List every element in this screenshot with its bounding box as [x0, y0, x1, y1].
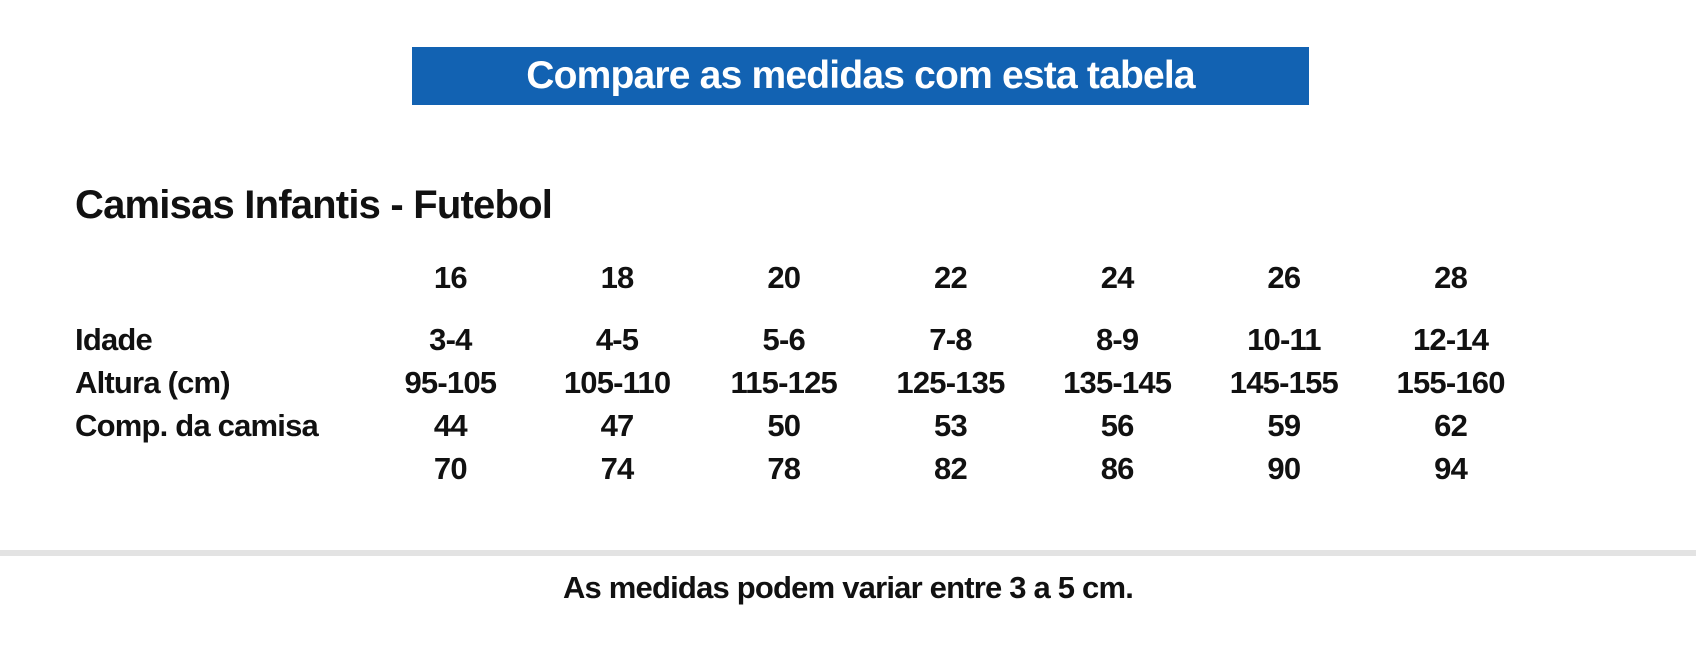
banner-title: Compare as medidas com esta tabela — [526, 54, 1195, 97]
size-column-header: 26 — [1267, 260, 1301, 295]
row-label: Altura (cm) — [75, 364, 231, 400]
size-chart-section: Camisas Infantis - Futebol 16 18 20 22 24 26 2… — [75, 183, 1534, 490]
size-cell: 59 — [1267, 407, 1301, 443]
size-cell: 155-160 — [1396, 364, 1506, 400]
size-cell: 53 — [934, 407, 968, 443]
size-table: 16 18 20 22 24 26 28 Idade 3-4 4-5 5-6 7-8 8-9 10-11… — [75, 254, 1534, 490]
table-row: Altura (cm) 95-105 105-110 115-125 125-135 13… — [75, 361, 1534, 404]
table-row: 70 74 78 82 86 90 94 — [75, 447, 1534, 490]
size-cell: 115-125 — [730, 364, 838, 400]
size-cell: 50 — [767, 407, 801, 443]
size-cell: 4-5 — [595, 321, 639, 357]
size-cell: 74 — [600, 450, 635, 486]
footer-note: As medidas podem variar entre 3 a 5 cm. — [562, 570, 1134, 605]
size-cell: 44 — [433, 407, 468, 443]
size-column-header: 22 — [934, 260, 968, 295]
size-guide-banner: Compare as medidas com esta tabela — [412, 47, 1309, 105]
row-label: Comp. da camisa — [75, 407, 319, 443]
size-cell: 94 — [1434, 450, 1468, 486]
size-cell: 86 — [1100, 450, 1135, 486]
size-cell: 8-9 — [1095, 321, 1139, 357]
size-cell: 145-155 — [1229, 364, 1339, 400]
size-column-header: 18 — [600, 260, 635, 295]
size-cell: 125-135 — [896, 364, 1005, 400]
divider-line — [0, 550, 1696, 556]
size-column-header: 24 — [1100, 260, 1135, 295]
section-title: Camisas Infantis - Futebol — [75, 183, 553, 227]
row-label: Idade — [75, 321, 153, 357]
size-cell: 12-14 — [1412, 321, 1489, 357]
row-label-header — [75, 254, 367, 318]
size-cell: 47 — [600, 407, 635, 443]
size-column-header: 20 — [767, 260, 801, 295]
size-cell: 56 — [1100, 407, 1135, 443]
size-cell: 78 — [767, 450, 801, 486]
size-cell: 5-6 — [762, 321, 806, 357]
size-cell: 70 — [433, 450, 468, 486]
size-cell: 62 — [1434, 407, 1468, 443]
size-cell: 10-11 — [1247, 321, 1321, 357]
size-cell: 3-4 — [429, 321, 472, 357]
size-column-header: 16 — [433, 260, 468, 295]
size-cell: 105-110 — [563, 364, 671, 400]
table-row: Idade 3-4 4-5 5-6 7-8 8-9 10-11 12-14 — [75, 318, 1534, 361]
size-column-header: 28 — [1434, 260, 1468, 295]
size-cell: 82 — [934, 450, 968, 486]
size-cell: 90 — [1267, 450, 1301, 486]
size-cell: 7-8 — [929, 321, 972, 357]
size-header-row: 16 18 20 22 24 26 28 — [75, 254, 1534, 318]
size-cell: 135-145 — [1063, 364, 1172, 400]
table-row: Comp. da camisa 44 47 50 53 56 59 62 — [75, 404, 1534, 447]
row-label — [75, 447, 367, 490]
size-cell: 95-105 — [404, 364, 497, 400]
